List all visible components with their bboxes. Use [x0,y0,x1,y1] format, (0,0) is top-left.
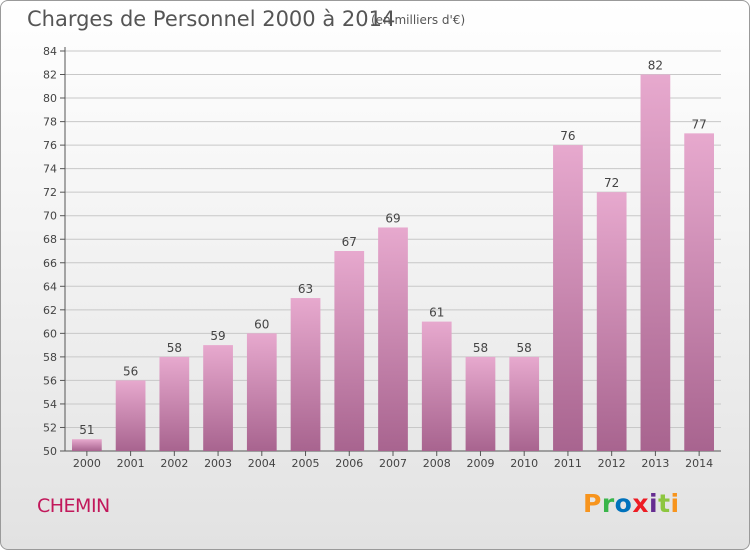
x-tick-label: 2002 [160,457,188,470]
x-tick-label: 2013 [641,457,669,470]
data-label: 76 [560,129,575,143]
chart-title: Charges de Personnel 2000 à 2014 [27,7,396,31]
bar [334,251,365,451]
data-label: 77 [691,117,706,131]
x-tick-label: 2009 [466,457,494,470]
data-label: 59 [210,329,225,343]
bar [640,74,671,451]
y-tick-label: 72 [43,186,57,199]
commune-name: CHEMIN [37,495,110,517]
y-tick-label: 78 [43,116,57,129]
bar [378,227,408,451]
data-label: 56 [123,364,138,378]
y-tick-label: 82 [43,69,57,82]
data-label: 82 [648,59,663,73]
logo-letter: t [658,489,671,518]
y-tick-label: 70 [43,210,57,223]
x-tick-label: 2003 [204,457,232,470]
data-label: 61 [429,306,444,320]
bar [465,356,496,451]
y-tick-label: 60 [43,327,57,340]
data-label: 72 [604,176,619,190]
chart-subtitle: (en milliers d'€) [371,13,466,27]
x-tick-label: 2006 [335,457,363,470]
logo-letter: x [632,489,649,518]
x-tick-label: 2012 [598,457,626,470]
x-tick-label: 2004 [248,457,276,470]
y-tick-label: 84 [43,45,57,58]
x-tick-label: 2014 [685,457,713,470]
bar [553,145,583,451]
y-tick-label: 58 [43,351,57,364]
bar [203,345,233,451]
x-tick-label: 2010 [510,457,538,470]
x-tick-label: 2007 [379,457,407,470]
bar [290,298,321,451]
y-tick-label: 74 [43,163,57,176]
bar [509,356,540,451]
data-label: 60 [254,317,269,331]
bar [596,192,627,452]
x-tick-label: 2001 [117,457,145,470]
logo-letter: i [670,489,680,518]
bar [159,356,190,451]
logo-letter: i [649,489,659,518]
data-label: 51 [79,423,94,437]
x-tick-label: 2011 [554,457,582,470]
data-label: 63 [298,282,313,296]
y-tick-label: 64 [43,280,57,293]
bar [246,333,277,451]
x-tick-label: 2005 [292,457,320,470]
y-tick-label: 66 [43,257,57,270]
x-tick-label: 2000 [73,457,101,470]
data-label: 69 [385,211,400,225]
x-tick-label: 2008 [423,457,451,470]
data-label: 58 [473,341,488,355]
data-label: 67 [342,235,357,249]
y-tick-label: 52 [43,421,57,434]
data-label: 58 [517,341,532,355]
y-tick-label: 54 [43,398,57,411]
y-tick-label: 76 [43,139,57,152]
logo-letter: o [614,489,633,518]
bar [115,380,146,451]
y-tick-label: 68 [43,233,57,246]
y-tick-label: 56 [43,374,57,387]
logo-letter: P [583,489,602,518]
proxiti-logo[interactable]: Proxiti [583,489,680,518]
data-label: 58 [167,341,182,355]
bar [421,321,452,451]
y-tick-label: 62 [43,304,57,317]
y-tick-label: 50 [43,445,57,458]
bar [684,133,715,451]
logo-letter: r [601,489,615,518]
bar [71,439,102,451]
y-tick-label: 80 [43,92,57,105]
